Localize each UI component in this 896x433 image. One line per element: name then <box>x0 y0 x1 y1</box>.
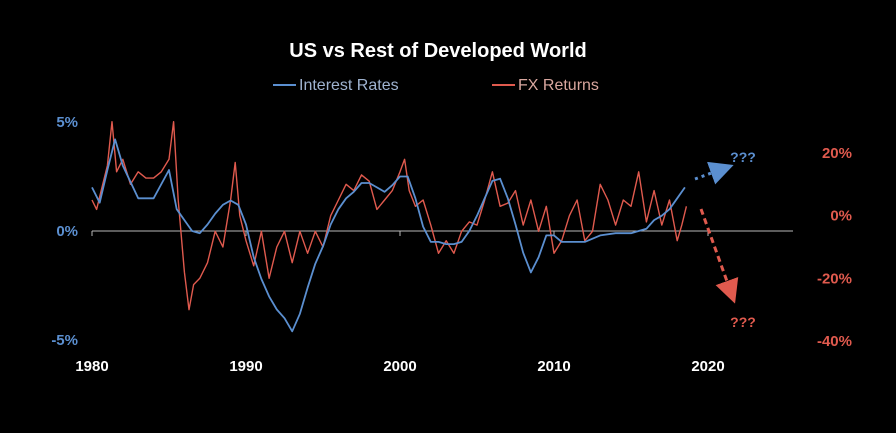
annotation-fx-unknown: ??? <box>730 314 756 330</box>
right-tick-label-3: -40% <box>817 333 852 350</box>
right-tick-label-2: -20% <box>817 270 852 287</box>
fx-returns-line <box>91 121 688 311</box>
fx-returns-projection-arrow <box>699 208 739 304</box>
x-tick-label-2020: 2020 <box>691 358 724 375</box>
legend-label-interest-rates: Interest Rates <box>299 77 399 94</box>
interest-rates-projection-arrow <box>694 161 734 185</box>
legend-label-fx-returns: FX Returns <box>518 77 599 94</box>
x-axis: 1980 1990 2000 2010 2020 <box>75 231 725 375</box>
chart-title: US vs Rest of Developed World <box>289 40 586 62</box>
x-tick-label-1980: 1980 <box>75 358 108 375</box>
right-tick-label-0: 20% <box>822 145 852 162</box>
legend: Interest Rates FX Returns <box>273 77 599 94</box>
right-axis: 20% 0% -20% -40% <box>817 145 852 350</box>
left-tick-label-0: 5% <box>56 114 78 131</box>
interest-rates-line <box>91 138 686 333</box>
left-tick-label-2: -5% <box>51 332 78 349</box>
left-tick-label-1: 0% <box>56 223 78 240</box>
annotation-rates-unknown: ??? <box>730 149 756 165</box>
x-tick-label-1990: 1990 <box>229 358 262 375</box>
x-tick-label-2010: 2010 <box>537 358 570 375</box>
right-tick-label-1: 0% <box>830 208 852 225</box>
left-axis: 5% 0% -5% <box>51 114 78 349</box>
x-tick-label-2000: 2000 <box>383 358 416 375</box>
